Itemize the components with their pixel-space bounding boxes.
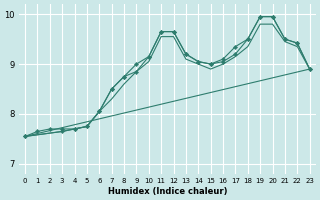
X-axis label: Humidex (Indice chaleur): Humidex (Indice chaleur)	[108, 187, 227, 196]
